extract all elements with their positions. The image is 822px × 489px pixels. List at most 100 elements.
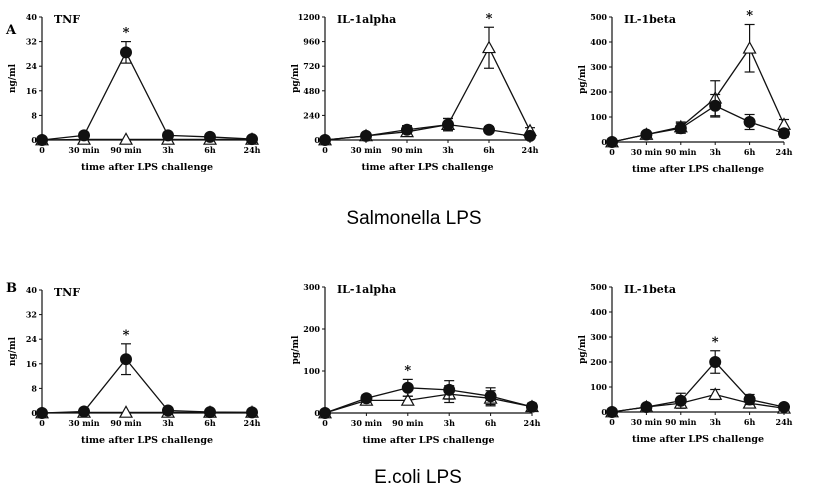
chart-6: 0 100 200 300 400 500 0 30 min 90 min 3h 6h 24h IL-1… <box>578 282 793 445</box>
data-point-circle <box>319 134 331 146</box>
y-tick-label: 0 <box>314 135 320 145</box>
x-axis-title: time after LPS challenge <box>81 162 213 173</box>
y-tick-label: 300 <box>590 62 607 72</box>
y-tick-label: 24 <box>26 334 38 344</box>
y-tick-label: 300 <box>303 282 320 292</box>
x-tick-label: 0 <box>322 145 328 155</box>
y-axis-title: pg/ml <box>291 64 301 93</box>
data-point-triangle <box>481 40 497 54</box>
group-title-ecoli: E.coli LPS <box>374 467 462 488</box>
x-axis-title: time after LPS challenge <box>632 434 764 445</box>
data-point-triangle <box>742 41 757 54</box>
data-point-circle <box>120 353 132 366</box>
y-tick-label: 24 <box>26 61 38 71</box>
series-open <box>34 132 260 146</box>
x-tick-label: 0 <box>322 418 328 428</box>
x-axis-title: time after LPS challenge <box>81 435 213 446</box>
x-axis-title: time after LPS challenge <box>362 435 494 446</box>
significance-marker: * <box>712 335 719 350</box>
y-tick-label: 960 <box>303 37 320 47</box>
y-tick-label: 500 <box>590 12 607 22</box>
y-tick-label: 100 <box>590 112 607 122</box>
x-tick-label: 30 min <box>68 145 99 155</box>
y-axis-title: pg/ml <box>578 335 588 364</box>
data-point-circle <box>483 123 495 136</box>
x-tick-label: 90 min <box>110 145 141 155</box>
y-tick-label: 8 <box>31 383 37 393</box>
y-tick-label: 40 <box>26 285 38 295</box>
data-point-circle <box>778 401 790 413</box>
x-tick-label: 3h <box>442 145 454 155</box>
data-point-circle <box>526 400 538 413</box>
y-axis-title: ng/ml <box>8 63 18 93</box>
data-point-circle <box>743 393 756 406</box>
panel-title: TNF <box>54 286 80 299</box>
series-line <box>324 123 531 141</box>
x-tick-label: 6h <box>483 145 495 155</box>
data-point-circle <box>246 133 258 146</box>
y-tick-label: 200 <box>303 324 320 334</box>
data-point-circle <box>204 130 216 143</box>
x-tick-label: 0 <box>39 418 45 428</box>
panel-title: IL-1alpha <box>337 283 396 296</box>
y-tick-label: 16 <box>26 359 38 369</box>
x-tick-label: 3h <box>162 418 174 428</box>
series-filled <box>36 40 258 146</box>
data-point-circle <box>443 383 456 396</box>
data-point-triangle <box>708 387 723 400</box>
y-tick-label: 0 <box>601 137 607 147</box>
chart-1: 0 8 16 24 32 40 0 30 min 90 min 3h 6h 24h TNF ng/ml ti… <box>8 12 261 173</box>
data-point-circle <box>319 407 331 419</box>
y-tick-label: 720 <box>303 61 320 71</box>
y-tick-label: 480 <box>303 86 320 96</box>
y-tick-label: 40 <box>26 12 38 22</box>
panel-title: IL-1alpha <box>337 13 396 26</box>
x-tick-label: 3h <box>162 145 174 155</box>
series-line <box>41 50 253 141</box>
y-tick-label: 300 <box>590 332 607 342</box>
y-axis-title: ng/ml <box>8 336 18 366</box>
series-line <box>41 358 253 414</box>
series-line <box>324 387 533 414</box>
series-line <box>324 46 531 141</box>
y-tick-label: 0 <box>314 408 320 418</box>
data-point-circle <box>78 405 90 418</box>
data-point-circle <box>640 128 653 141</box>
significance-marker: * <box>404 363 411 378</box>
x-tick-label: 30 min <box>68 418 99 428</box>
series-filled <box>606 93 790 148</box>
panel-title: IL-1beta <box>624 13 676 26</box>
significance-marker: * <box>486 11 493 26</box>
x-axis-title: time after LPS challenge <box>361 162 493 173</box>
series-line <box>611 105 785 143</box>
x-tick-label: 6h <box>485 418 497 428</box>
data-point-circle <box>36 134 48 146</box>
x-tick-label: 90 min <box>665 417 696 427</box>
data-point-circle <box>743 116 756 128</box>
x-tick-label: 3h <box>710 147 722 157</box>
data-point-circle <box>709 356 722 368</box>
x-tick-label: 90 min <box>110 418 141 428</box>
y-tick-label: 1200 <box>298 12 321 22</box>
y-tick-label: 200 <box>590 357 607 367</box>
x-tick-label: 6h <box>204 145 216 155</box>
panel-title: IL-1beta <box>624 283 676 296</box>
y-tick-label: 400 <box>590 307 607 317</box>
y-axis-title: pg/ml <box>578 65 588 94</box>
x-tick-label: 30 min <box>350 145 381 155</box>
x-tick-label: 0 <box>609 147 615 157</box>
series-line <box>611 393 785 413</box>
x-tick-label: 90 min <box>665 147 696 157</box>
significance-marker: * <box>123 26 130 41</box>
series-line <box>611 46 785 143</box>
group-title-salmonella: Salmonella LPS <box>346 208 481 229</box>
data-point-triangle <box>118 405 134 418</box>
data-point-circle <box>162 129 174 142</box>
chart-2: 0 240 480 720 960 1200 0 30 min 90 min 3h 6h 24h IL-… <box>291 11 539 173</box>
x-tick-label: 30 min <box>351 418 382 428</box>
y-tick-label: 8 <box>31 110 37 120</box>
x-tick-label: 30 min <box>631 147 662 157</box>
x-tick-label: 24h <box>244 145 261 155</box>
